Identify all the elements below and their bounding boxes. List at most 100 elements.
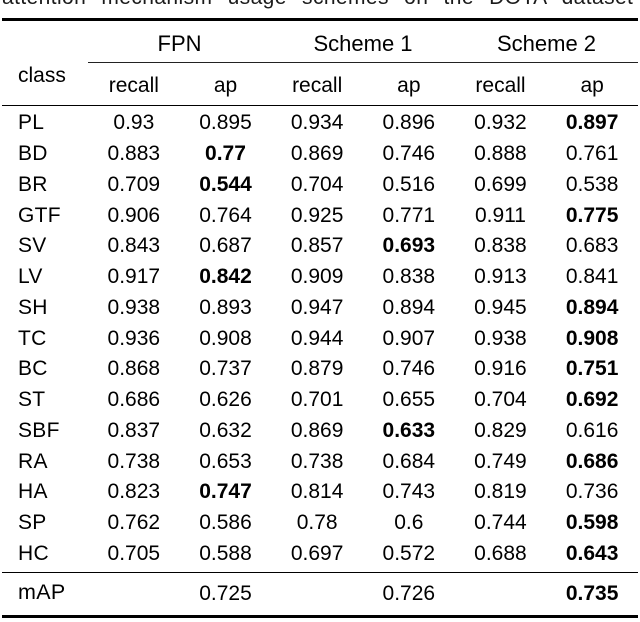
cell-scheme2-recall: 0.829 [474, 418, 527, 442]
cell-scheme2-ap: 0.751 [565, 357, 619, 381]
row-class-label: HA [18, 480, 48, 504]
row-class-label: BC [18, 357, 48, 381]
row-class-label: HC [18, 541, 49, 565]
cell-scheme1-ap: 0.894 [382, 295, 436, 319]
cell-scheme2-recall: 0.913 [474, 265, 527, 289]
cell-fpn-ap: 0.842 [199, 265, 252, 289]
table-row: LV 0.917 0.842 0.909 0.838 0.913 0.841 [0, 261, 640, 292]
cell-scheme1-ap: 0.838 [382, 265, 436, 289]
cell-fpn-ap: 0.764 [199, 203, 252, 227]
table-row: BR 0.709 0.544 0.704 0.516 0.699 0.538 [0, 169, 640, 200]
cell-fpn-ap: 0.586 [199, 511, 252, 535]
table-row: SV 0.843 0.687 0.857 0.693 0.838 0.683 [0, 231, 640, 262]
cell-scheme1-ap: 0.6 [394, 511, 424, 535]
cell-scheme1-recall: 0.909 [290, 265, 344, 289]
column-group-fpn: FPN [157, 31, 202, 56]
cell-fpn-recall: 0.738 [107, 449, 161, 473]
cell-fpn-recall: 0.705 [107, 541, 161, 565]
cell-scheme2-recall: 0.938 [474, 326, 527, 350]
cell-fpn-ap: 0.747 [199, 480, 252, 504]
row-class-label: ST [18, 388, 46, 412]
table-row: BD 0.883 0.77 0.869 0.746 0.888 0.761 [0, 138, 640, 169]
cell-fpn-recall: 0.883 [107, 142, 161, 166]
cell-scheme1-ap: 0.746 [382, 357, 436, 381]
cell-scheme1-recall: 0.879 [290, 357, 344, 381]
cell-scheme1-recall: 0.947 [290, 295, 344, 319]
map-scheme2-value: 0.735 [565, 581, 619, 605]
row-class-label: SP [18, 511, 47, 535]
cell-scheme1-ap: 0.746 [382, 142, 436, 166]
cell-scheme1-recall: 0.857 [290, 234, 344, 258]
cell-scheme2-ap: 0.908 [565, 326, 619, 350]
cell-scheme1-recall: 0.869 [290, 418, 344, 442]
cell-fpn-recall: 0.936 [107, 326, 161, 350]
cell-scheme2-recall: 0.749 [474, 449, 527, 473]
col-header-scheme2-ap: ap [580, 74, 604, 97]
cell-scheme2-recall: 0.688 [474, 541, 527, 565]
map-fpn-value: 0.725 [199, 581, 252, 605]
row-class-label: TC [18, 326, 47, 350]
cell-fpn-recall: 0.686 [107, 388, 161, 412]
cell-scheme1-ap: 0.572 [382, 541, 436, 565]
cell-scheme1-ap: 0.743 [382, 480, 436, 504]
table-body: PL 0.93 0.895 0.934 0.896 0.932 0.897 BD… [0, 108, 640, 569]
sub-header-row: recall ap recall ap recall ap [88, 66, 638, 106]
cell-scheme2-ap: 0.598 [565, 511, 619, 535]
column-group-scheme2: Scheme 2 [496, 31, 597, 56]
row-class-label: SH [18, 295, 48, 319]
cell-scheme2-ap: 0.643 [565, 541, 619, 565]
cell-scheme2-recall: 0.704 [474, 388, 527, 412]
table-row: ST 0.686 0.626 0.701 0.655 0.704 0.692 [0, 384, 640, 415]
table-rule-top [2, 18, 638, 21]
cell-scheme2-recall: 0.744 [474, 511, 527, 535]
row-class-label: SBF [18, 418, 60, 442]
cell-fpn-recall: 0.823 [107, 480, 161, 504]
cell-fpn-ap: 0.544 [199, 172, 252, 196]
cell-fpn-ap: 0.893 [199, 295, 252, 319]
cell-scheme2-ap: 0.775 [565, 203, 619, 227]
cell-scheme1-ap: 0.896 [382, 111, 436, 135]
row-class-label: SV [18, 234, 47, 258]
cell-scheme1-recall: 0.869 [290, 142, 344, 166]
cell-fpn-recall: 0.843 [107, 234, 161, 258]
cell-scheme1-recall: 0.78 [296, 511, 338, 535]
cell-scheme1-ap: 0.633 [382, 418, 436, 442]
cell-scheme1-ap: 0.693 [382, 234, 436, 258]
row-class-label: GTF [18, 203, 61, 227]
cell-fpn-recall: 0.762 [107, 511, 161, 535]
map-scheme1-value: 0.726 [382, 581, 436, 605]
cell-scheme1-recall: 0.814 [290, 480, 344, 504]
cell-scheme2-ap: 0.692 [565, 388, 619, 412]
row-class-label: BD [18, 142, 48, 166]
cell-scheme1-recall: 0.697 [290, 541, 344, 565]
cell-scheme2-recall: 0.888 [474, 142, 527, 166]
cell-scheme2-ap: 0.616 [565, 418, 619, 442]
cell-scheme1-ap: 0.516 [382, 172, 436, 196]
table-row: SBF 0.837 0.632 0.869 0.633 0.829 0.616 [0, 415, 640, 446]
row-class-label: LV [18, 265, 43, 289]
cell-fpn-ap: 0.653 [199, 449, 252, 473]
cell-scheme1-ap: 0.907 [382, 326, 436, 350]
cell-scheme2-ap: 0.841 [565, 265, 619, 289]
cell-fpn-ap: 0.895 [199, 111, 252, 135]
cell-scheme2-ap: 0.538 [565, 172, 619, 196]
cell-fpn-recall: 0.917 [107, 265, 161, 289]
cell-scheme2-ap: 0.736 [565, 480, 619, 504]
cell-scheme2-ap: 0.686 [565, 449, 619, 473]
cell-scheme2-recall: 0.838 [474, 234, 527, 258]
cell-scheme1-recall: 0.944 [290, 326, 344, 350]
cell-fpn-recall: 0.709 [107, 172, 161, 196]
table-row: HC 0.705 0.588 0.697 0.572 0.688 0.643 [0, 538, 640, 569]
cell-fpn-recall: 0.906 [107, 203, 161, 227]
col-header-scheme1-recall: recall [292, 74, 343, 97]
table-rule-bottom [2, 615, 638, 619]
col-header-scheme2-recall: recall [475, 74, 526, 97]
cell-scheme2-recall: 0.699 [474, 172, 527, 196]
cell-scheme1-ap: 0.655 [382, 388, 436, 412]
cell-scheme1-ap: 0.684 [382, 449, 436, 473]
cell-scheme2-recall: 0.932 [474, 111, 527, 135]
cell-scheme2-ap: 0.761 [565, 142, 619, 166]
cell-scheme1-recall: 0.704 [290, 172, 344, 196]
cell-fpn-ap: 0.687 [199, 234, 252, 258]
